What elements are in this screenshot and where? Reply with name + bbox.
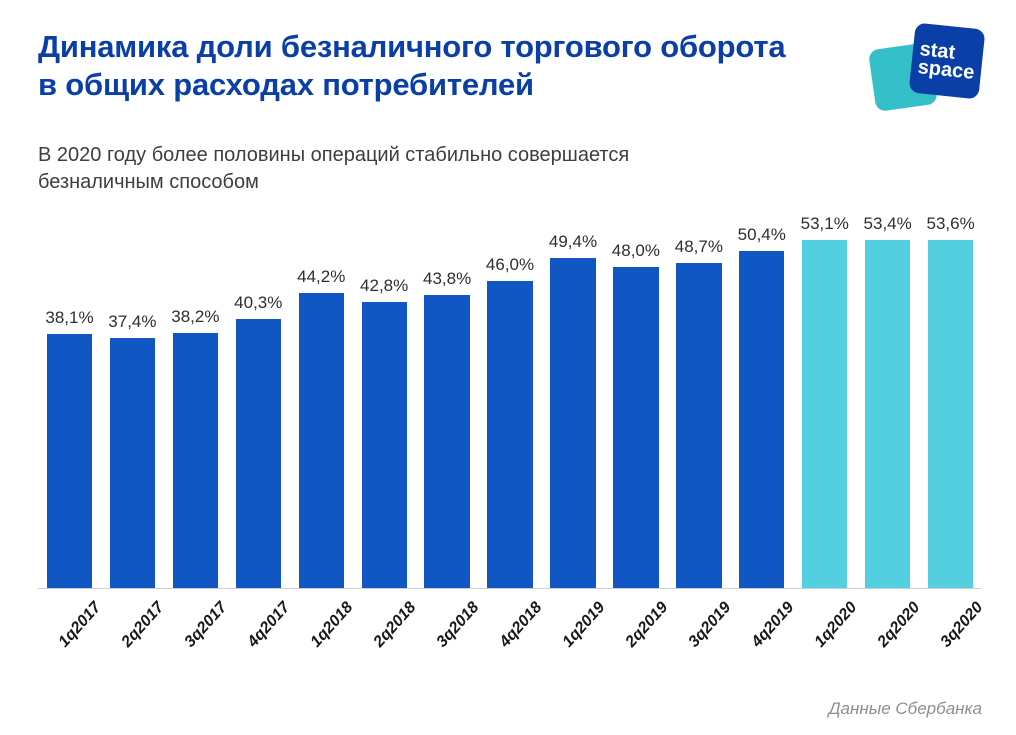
bar-4q2018: 46,0% [479,214,542,588]
bar-value-label: 48,0% [612,241,660,261]
bar-3q2019: 48,7% [667,214,730,588]
x-axis-label: 2q2018 [371,599,421,651]
x-axis-label: 2q2020 [874,599,924,651]
bar-1q2018: 44,2% [290,214,353,588]
bar-value-label: 53,1% [801,214,849,234]
bar-3q2017: 38,2% [164,214,227,588]
bar-value-label: 42,8% [360,276,408,296]
bar-value-label: 37,4% [108,312,156,332]
x-axis-label: 3q2017 [182,599,232,651]
bar [550,258,595,588]
bar [928,240,973,588]
bar [236,319,281,588]
x-axis-label: 2q2017 [119,599,169,651]
bar [865,240,910,588]
bar [110,338,155,588]
x-axis-label: 4q2017 [245,599,295,651]
x-axis-label: 1q2017 [56,599,106,651]
bar [424,295,469,588]
bar-value-label: 48,7% [675,237,723,257]
bar [802,240,847,588]
x-axis-label: 4q2019 [748,599,798,651]
bar-2q2018: 42,8% [353,214,416,588]
x-axis-label: 4q2018 [497,599,547,651]
bar [613,267,658,588]
bar [299,293,344,588]
bar-value-label: 38,2% [171,307,219,327]
bar-4q2019: 50,4% [730,214,793,588]
x-axis-label: 3q2019 [685,599,735,651]
x-axis-label: 2q2019 [622,599,672,651]
bar-value-label: 46,0% [486,255,534,275]
page-title: Динамика доли безналичного торгового обо… [38,28,808,104]
data-source: Данные Сбербанка [829,699,982,719]
bar-value-label: 50,4% [738,225,786,245]
bar [676,263,721,588]
x-axis-label: 3q2018 [434,599,484,651]
chart-subtitle: В 2020 году более половины операций стаб… [38,142,638,196]
bar-value-label: 53,4% [864,214,912,234]
bar-value-label: 43,8% [423,269,471,289]
bar-1q2017: 38,1% [38,214,101,588]
bar-value-label: 40,3% [234,293,282,313]
statspace-logo: statspace [872,24,982,114]
bar-value-label: 44,2% [297,267,345,287]
bar-1q2019: 49,4% [542,214,605,588]
bar-2q2019: 48,0% [604,214,667,588]
bar [739,251,784,588]
bar [47,334,92,588]
x-axis-label: 1q2019 [559,599,609,651]
bar-3q2020: 53,6% [919,214,982,588]
bar-value-label: 53,6% [926,214,974,234]
bar-4q2017: 40,3% [227,214,290,588]
bar-value-label: 38,1% [45,308,93,328]
bar [173,333,218,588]
bar [487,281,532,588]
bar-chart: 38,1% 37,4% 38,2% 40,3% 44,2% 42,8% 43,8% 46,0%… [38,214,982,673]
bar-value-label: 49,4% [549,232,597,252]
x-axis-label: 3q2020 [937,599,987,651]
x-axis-label: 1q2020 [811,599,861,651]
bar-2q2017: 37,4% [101,214,164,588]
bar-2q2020: 53,4% [856,214,919,588]
x-axis-label: 1q2018 [308,599,358,651]
bar [362,302,407,588]
bar-3q2018: 43,8% [416,214,479,588]
bar-1q2020: 53,1% [793,214,856,588]
